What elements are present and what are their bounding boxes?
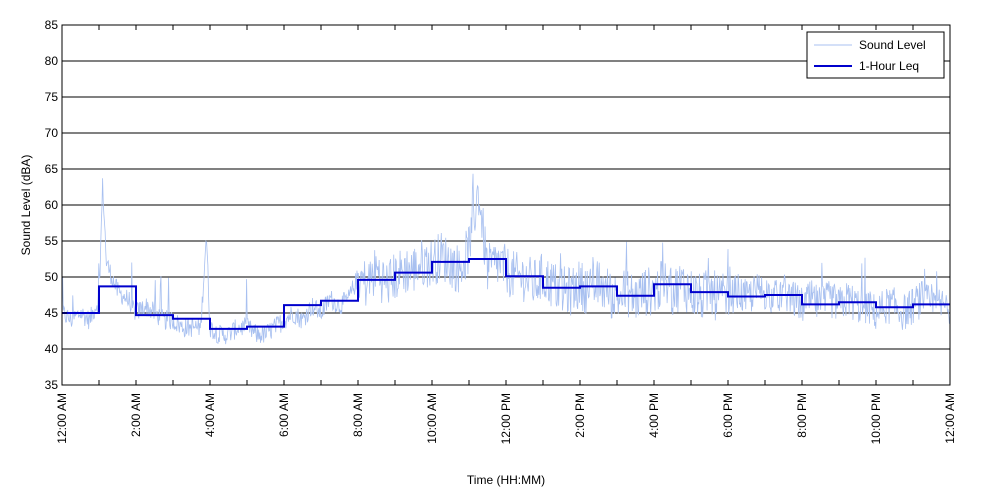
y-tick-label: 60 (45, 198, 59, 212)
y-tick-label: 75 (45, 90, 59, 104)
x-tick-label: 6:00 PM (721, 393, 735, 438)
y-axis-ticks: 35 40 45 50 55 60 65 70 75 80 85 (45, 18, 67, 392)
legend: Sound Level 1-Hour Leq (806, 31, 945, 79)
legend-box (806, 31, 945, 79)
y-tick-label: 80 (45, 54, 59, 68)
x-tick-label: 4:00 PM (647, 393, 661, 438)
y-axis-label: Sound Level (dBA) (19, 155, 33, 256)
y-tick-label: 35 (45, 378, 59, 392)
x-tick-label: 12:00 AM (943, 393, 957, 444)
y-tick-label: 65 (45, 162, 59, 176)
x-tick-label: 8:00 PM (795, 393, 809, 438)
leq-line (62, 258, 950, 330)
x-tick-label: 2:00 AM (129, 393, 143, 437)
y-tick-label: 55 (45, 234, 59, 248)
x-axis-ticks: 12:00 AM 2:00 AM 4:00 AM 6:00 AM 8:00 AM 10:0… (55, 25, 957, 444)
x-tick-label: 8:00 AM (351, 393, 365, 437)
legend-entry-leq: 1-Hour Leq (859, 59, 919, 73)
y-tick-label: 45 (45, 306, 59, 320)
x-tick-label: 2:00 PM (573, 393, 587, 438)
leq-step-line (62, 258, 950, 330)
x-tick-label: 4:00 AM (203, 393, 217, 437)
x-tick-label: 12:00 PM (499, 393, 513, 444)
y-tick-label: 70 (45, 126, 59, 140)
y-tick-label: 50 (45, 270, 59, 284)
x-tick-label: 10:00 AM (425, 393, 439, 444)
y-tick-label: 40 (45, 342, 59, 356)
y-tick-label: 85 (45, 18, 59, 32)
x-tick-label: 12:00 AM (55, 393, 69, 444)
x-tick-label: 10:00 PM (869, 393, 883, 444)
legend-entry-sound-level: Sound Level (859, 38, 926, 52)
x-tick-label: 6:00 AM (277, 393, 291, 437)
x-axis-label: Time (HH:MM) (467, 473, 545, 487)
